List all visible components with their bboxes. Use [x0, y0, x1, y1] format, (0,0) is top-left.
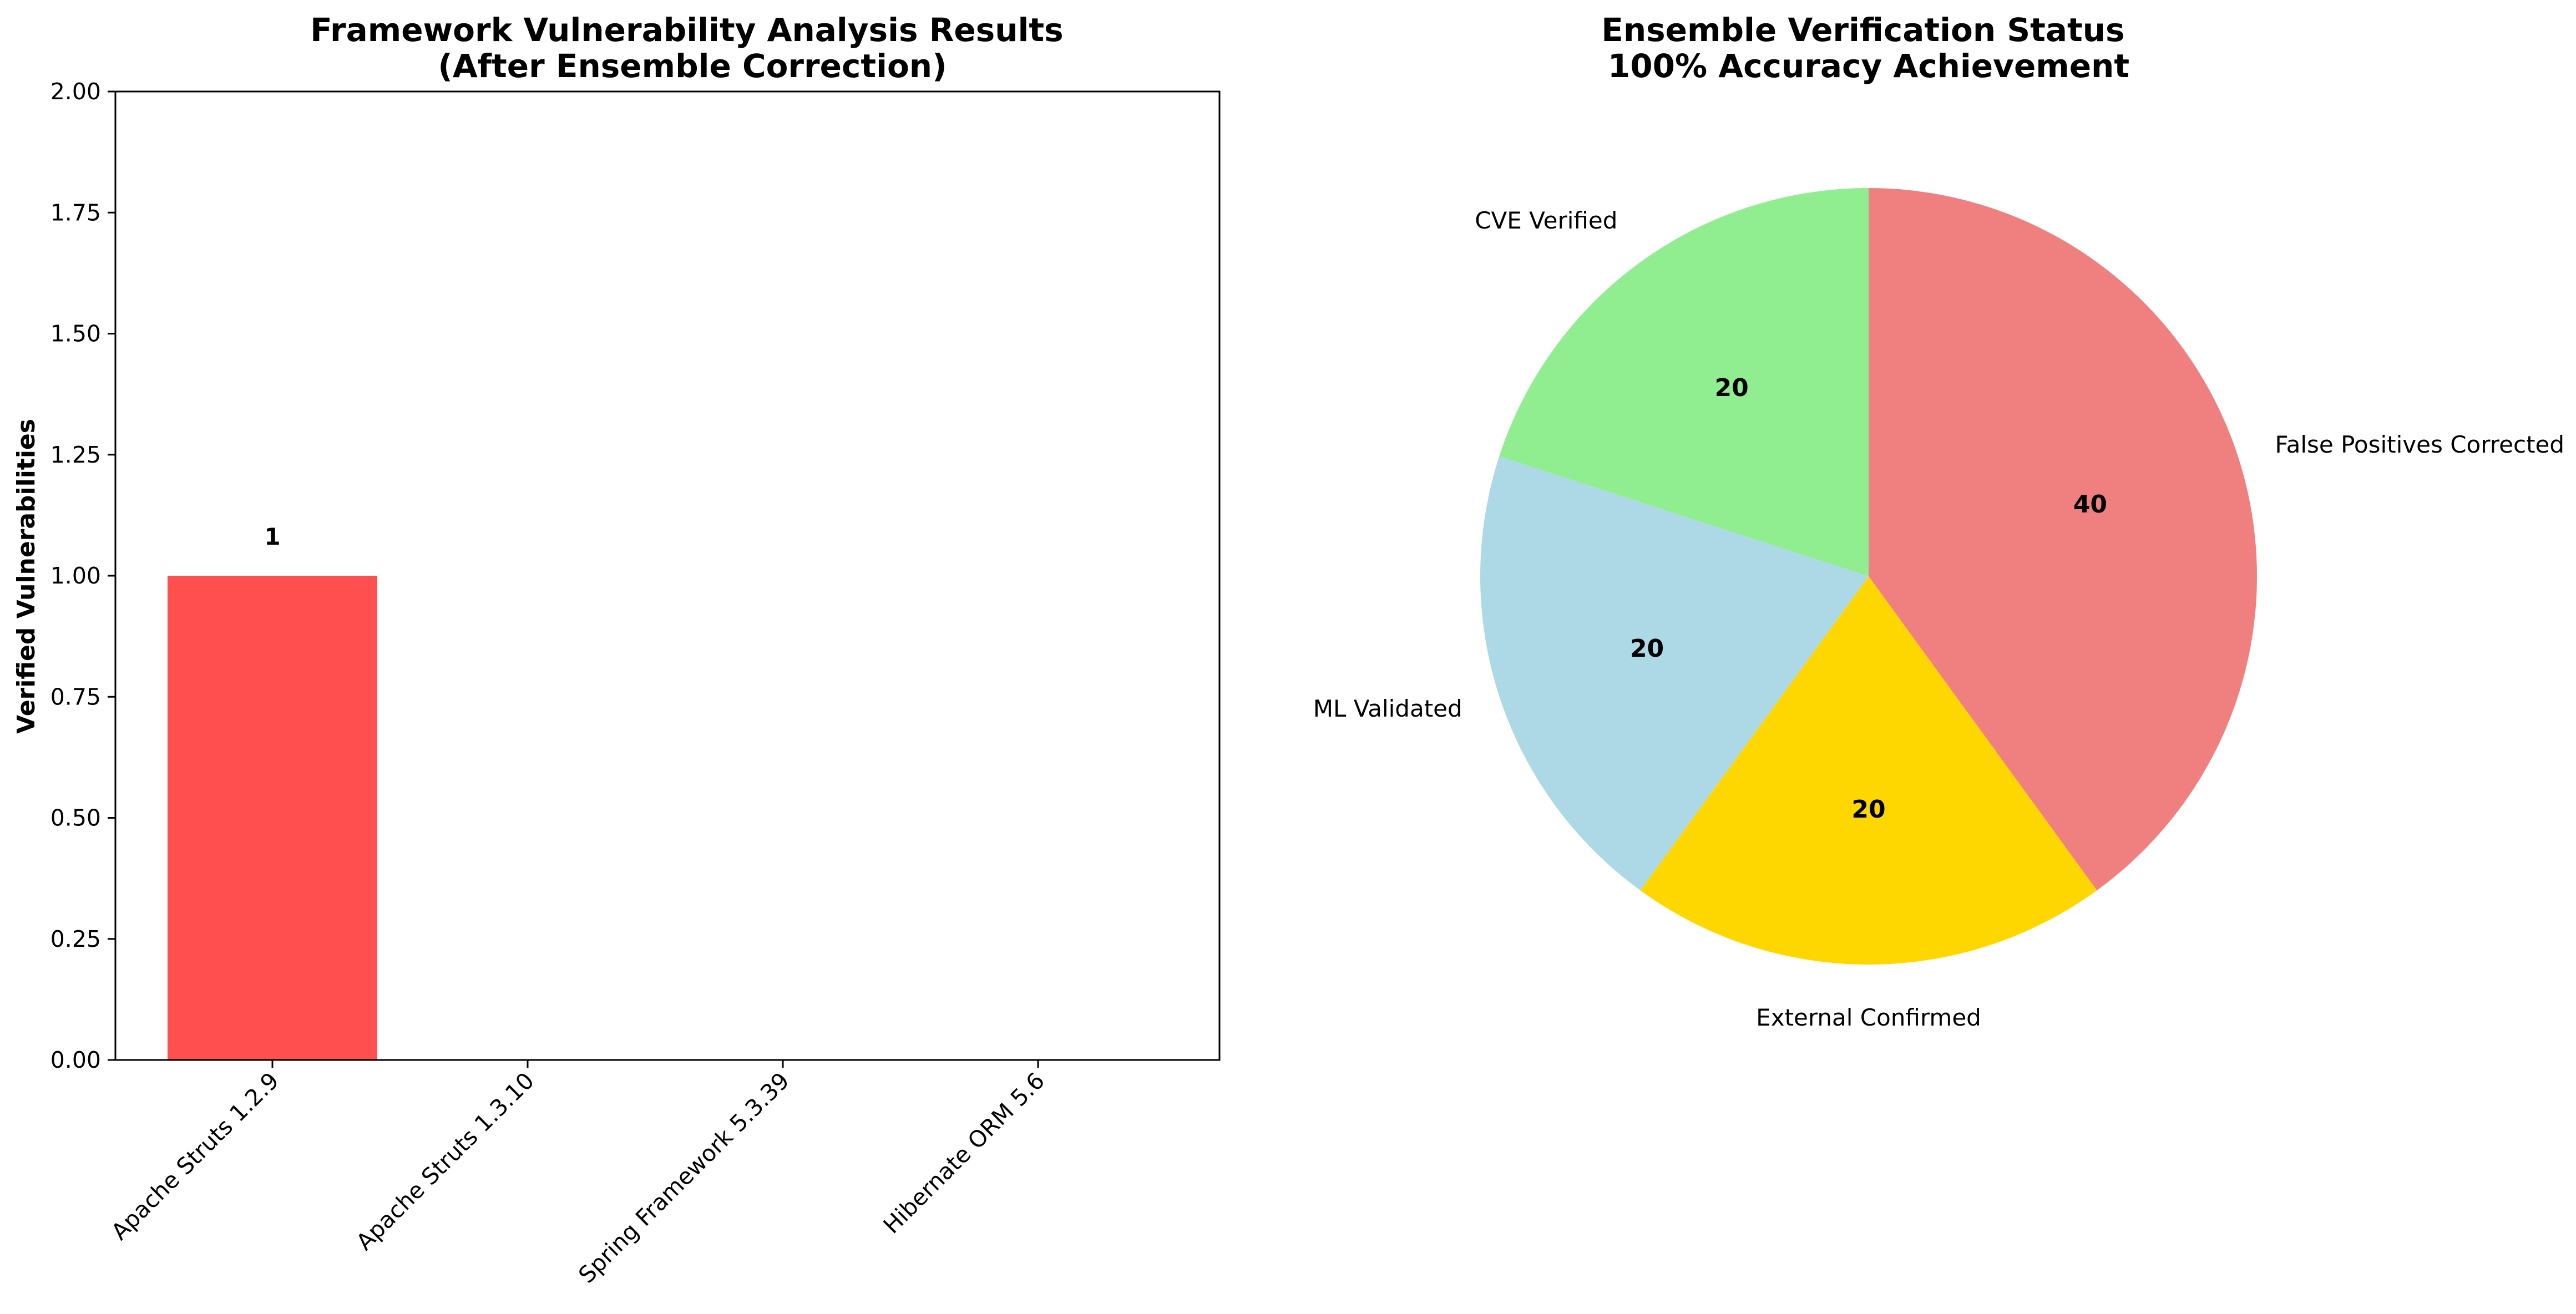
- pie-chart: Ensemble Verification Status 100% Accura…: [1313, 11, 2564, 1031]
- pie-category-label-2: External Confirmed: [1756, 1004, 1981, 1031]
- bar-chart-title: Framework Vulnerability Analysis Results…: [310, 11, 1075, 85]
- pie-slices: [1480, 188, 2257, 965]
- pie-slice-2: [1640, 576, 2097, 965]
- bar-y-tick-label-8: 1.75: [50, 199, 101, 226]
- pie-chart-title-line-2: 100% Accuracy Achievement: [1608, 47, 2129, 85]
- pie-chart-title-line-1: Ensemble Verification Status: [1601, 11, 2124, 49]
- bar-y-tick-label-4: 0.75: [50, 683, 101, 710]
- pie-category-label-4: CVE Verified: [1475, 207, 1617, 234]
- bar-data-label-1: 1: [264, 523, 280, 550]
- pie-category-label-1: False Positives Corrected: [2275, 431, 2564, 458]
- bar-y-tick-label-2: 0.25: [50, 926, 101, 952]
- pie-chart-title: Ensemble Verification Status 100% Accura…: [1601, 11, 2136, 85]
- bar-y-axis-label: Verified Vulnerabilities: [12, 419, 41, 734]
- pie-slice-3: [1480, 456, 1869, 891]
- pie-value-label-2: 20: [1851, 795, 1885, 824]
- bar-plot-frame: [114, 90, 1221, 1061]
- bar-y-axis: 0.00 0.25 0.50 0.75 1.00 1.25 1.50 1.75 2.00: [50, 78, 115, 1073]
- bar-y-tick-label-1: 0.00: [50, 1047, 101, 1073]
- pie-category-label-3: ML Validated: [1313, 695, 1462, 722]
- pie-labels: 40 False Positives Corrected 20 External Co…: [1313, 207, 2564, 1031]
- bar-1: [168, 576, 377, 1060]
- bar-y-tick-label-9: 2.00: [50, 78, 101, 105]
- bar-y-tick-label-6: 1.25: [50, 442, 101, 468]
- bar-y-tick-label-7: 1.50: [50, 321, 101, 347]
- bar-y-tick-label-3: 0.50: [50, 805, 101, 831]
- bar-y-tick-label-5: 1.00: [50, 562, 101, 589]
- pie-value-label-4: 20: [1715, 374, 1749, 402]
- pie-slice-1: [1869, 188, 2257, 891]
- pie-value-label-3: 20: [1630, 635, 1664, 663]
- bar-chart-title-line-2: (After Ensemble Correction): [438, 47, 947, 85]
- bar-chart-title-line-1: Framework Vulnerability Analysis Results: [310, 11, 1064, 49]
- pie-value-label-1: 40: [2073, 490, 2107, 519]
- pie-slice-4: [1499, 188, 1869, 576]
- bar-marks: 1: [168, 523, 377, 1060]
